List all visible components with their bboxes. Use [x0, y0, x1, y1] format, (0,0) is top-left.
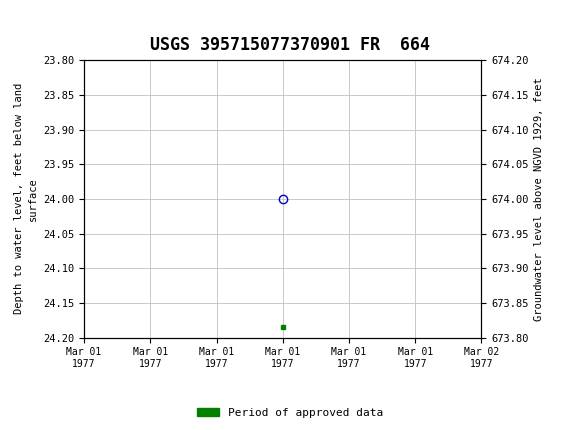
- Text: ≡USGS: ≡USGS: [3, 12, 74, 29]
- Legend: Period of approved data: Period of approved data: [193, 403, 387, 422]
- Y-axis label: Depth to water level, feet below land
surface: Depth to water level, feet below land su…: [14, 83, 38, 314]
- Text: USGS 395715077370901 FR  664: USGS 395715077370901 FR 664: [150, 36, 430, 54]
- Y-axis label: Groundwater level above NGVD 1929, feet: Groundwater level above NGVD 1929, feet: [534, 77, 544, 321]
